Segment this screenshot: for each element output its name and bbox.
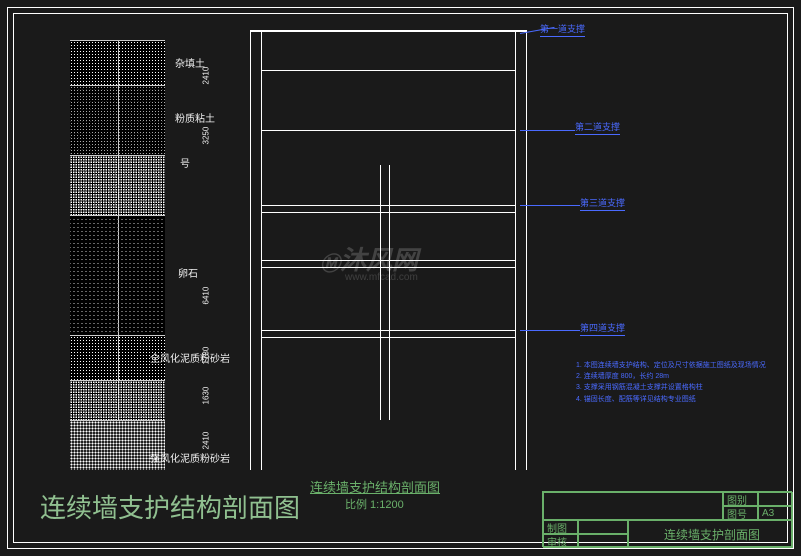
leader-line-4 xyxy=(520,330,580,331)
soil-layer-1 xyxy=(70,40,165,85)
strut-3 xyxy=(262,205,515,206)
diaphragm-wall-left xyxy=(250,30,262,470)
note-line-2: 2. 连续墙厚度 800，长约 28m xyxy=(576,371,771,382)
tb-zhitu-val xyxy=(578,520,628,534)
soil-label-5: 全风化泥质粉砂岩 xyxy=(150,350,230,365)
note-line-4: 4. 锚固长度、配筋等详见结构专业图纸 xyxy=(576,394,771,405)
leader-text-3: 第三道支撑 xyxy=(580,196,625,211)
strut-2 xyxy=(262,130,515,131)
title-block: 图别 图号 A3 制图 审核 连续墙支护剖面图 xyxy=(542,491,792,547)
tb-tubie-label: 图别 xyxy=(723,492,758,506)
drawing-title-underline: 连续墙支护结构剖面图 xyxy=(310,477,440,496)
leader-text-4: 第四道支撑 xyxy=(580,321,625,336)
note-line-3: 3. 支撑采用钢筋混凝土支撑并设置格构柱 xyxy=(576,382,771,393)
soil-label-3: 号 xyxy=(180,155,190,170)
tb-sheet-title: 连续墙支护剖面图 xyxy=(628,520,793,548)
tb-tuhao-label: 图号 xyxy=(723,506,758,520)
diaphragm-wall-right xyxy=(515,30,527,470)
soil-dim-6: 1630 xyxy=(202,387,211,405)
cap-beam xyxy=(250,30,527,32)
strut-5 xyxy=(262,330,515,331)
tb-shenhe-label: 审核 xyxy=(543,534,578,548)
leader-text-2: 第二道支撑 xyxy=(575,120,620,135)
soil-label-7: 强风化泥质粉砂岩 xyxy=(150,450,230,465)
soil-dim-7: 2410 xyxy=(202,432,211,450)
drawing-title-large: 连续墙支护结构剖面图 xyxy=(40,488,300,525)
soil-label-2: 粉质粘土 xyxy=(175,110,215,125)
scale-label: 比例 1:1200 xyxy=(345,496,404,512)
strut-4 xyxy=(262,260,515,261)
soil-label-4: 卵石 xyxy=(178,265,198,280)
strut-4b xyxy=(262,267,515,268)
tb-tuhao-value: A3 xyxy=(758,506,793,520)
leader-text-1: 第一道支撑 xyxy=(540,22,585,37)
tb-empty-tr xyxy=(758,492,793,506)
soil-column xyxy=(70,40,165,470)
note-line-1: 1. 本图连续墙支护结构、定位及尺寸依据施工图纸及现场情况 xyxy=(576,360,771,371)
watermark-url: www.mfcad.com xyxy=(345,272,418,283)
soil-dim-4: 6410 xyxy=(202,287,211,305)
strut-1 xyxy=(262,70,515,71)
tb-top-span xyxy=(543,492,723,520)
notes-block: 1. 本图连续墙支护结构、定位及尺寸依据施工图纸及现场情况 2. 连续墙厚度 8… xyxy=(576,360,771,405)
tb-shenhe-val xyxy=(578,534,628,548)
soil-layer-2 xyxy=(70,85,165,155)
soil-layer-4 xyxy=(70,215,165,335)
tb-zhitu-label: 制图 xyxy=(543,520,578,534)
strut-3b xyxy=(262,212,515,213)
leader-line-2 xyxy=(520,130,575,131)
soil-dim-1: 2410 xyxy=(202,67,211,85)
strut-5b xyxy=(262,337,515,338)
soil-layer-6 xyxy=(70,380,165,420)
soil-label-1: 杂填土 xyxy=(175,55,205,70)
soil-dim-2: 3250 xyxy=(202,127,211,145)
king-post xyxy=(380,165,390,420)
soil-dim-5: 1780 xyxy=(202,347,211,365)
leader-line-3 xyxy=(520,205,580,206)
soil-layer-3 xyxy=(70,155,165,215)
